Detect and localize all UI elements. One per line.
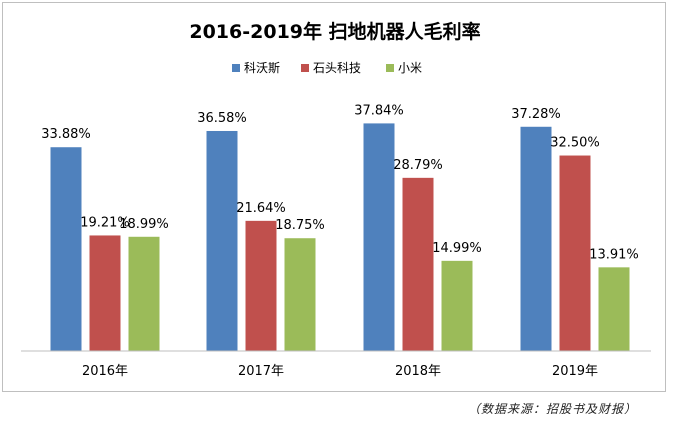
data-label-0-0: 33.88% [41, 127, 91, 142]
data-label-3-1: 32.50% [550, 136, 600, 151]
chart-svg: 2016-2019年 扫地机器人毛利率 科沃斯 石头科技 小米 33.88% 19.2… [21, 20, 651, 379]
bar-2-0 [363, 123, 395, 352]
legend-label-1: 石头科技 [313, 61, 361, 75]
data-label-0-1: 19.21% [80, 215, 130, 230]
bar-2-1 [402, 177, 434, 351]
data-label-1-0: 36.58% [197, 111, 247, 126]
bar-3-1 [559, 155, 591, 351]
bar-0-0 [50, 147, 82, 351]
x-tick-labels: 2016年 2017年 2018年 2019年 [82, 364, 598, 379]
bar-0-2 [128, 236, 160, 351]
data-label-2-0: 37.84% [354, 103, 404, 118]
legend-label-0: 科沃斯 [244, 61, 280, 75]
bar-1-1 [245, 220, 277, 351]
bar-1-2 [284, 238, 316, 351]
bar-3-2 [598, 267, 630, 351]
x-tick-label-2: 2018年 [395, 364, 441, 379]
x-tick-label-0: 2016年 [82, 364, 128, 379]
bars [50, 123, 630, 352]
data-label-3-2: 13.91% [589, 247, 639, 262]
legend-label-2: 小米 [398, 61, 422, 75]
bar-1-0 [206, 130, 238, 351]
bar-2-2 [441, 260, 473, 351]
chart-title: 2016-2019年 扫地机器人毛利率 [189, 20, 480, 43]
bar-0-1 [89, 235, 121, 351]
legend: 科沃斯 石头科技 小米 [232, 61, 422, 75]
data-label-3-0: 37.28% [511, 107, 561, 122]
bar-3-0 [520, 126, 552, 351]
source-note: （数据来源：招股书及财报） [467, 402, 637, 416]
data-label-1-2: 18.75% [275, 218, 325, 233]
legend-swatch-2 [386, 64, 394, 72]
data-label-2-1: 28.79% [393, 158, 443, 173]
x-tick-label-3: 2019年 [552, 364, 598, 379]
value-labels: 33.88% 19.21%18.99% 36.58% 21.64% 18.75% 37.8… [41, 103, 639, 262]
data-label-1-1: 21.64% [236, 201, 286, 216]
data-label-0-2: 18.99% [119, 217, 169, 232]
data-label-2-2: 14.99% [432, 241, 482, 256]
legend-swatch-1 [301, 64, 309, 72]
chart-frame: 2016-2019年 扫地机器人毛利率 科沃斯 石头科技 小米 33.88% 19.2… [2, 2, 666, 392]
legend-swatch-0 [232, 64, 240, 72]
x-tick-label-1: 2017年 [238, 364, 284, 379]
